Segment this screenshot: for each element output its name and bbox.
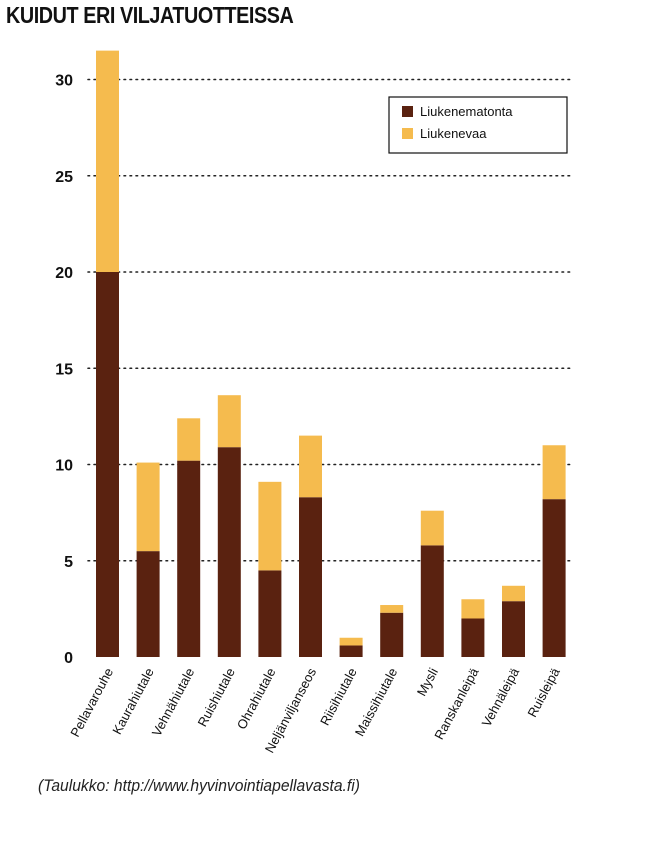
- bar-insoluble-ranskanleipä: [461, 618, 485, 657]
- bar-soluble-ruisleipä: [542, 445, 566, 500]
- y-tick-label: 25: [55, 169, 73, 186]
- legend-swatch: [402, 106, 413, 117]
- x-category-label: Riisihiutale: [317, 665, 360, 728]
- bar-soluble-maissihiutale: [380, 605, 404, 613]
- x-category-label: Mysli: [414, 665, 441, 698]
- bar-insoluble-vehnähiutale: [177, 460, 201, 657]
- bar-soluble-ruishiutale: [217, 395, 241, 448]
- x-category-label: Ranskanleipä: [431, 665, 482, 742]
- x-category-label: Kaurahiutale: [109, 665, 157, 736]
- bar-soluble-neljänviljanseos: [299, 435, 322, 498]
- bars: [96, 50, 566, 657]
- x-category-label: Ruishiutale: [195, 665, 238, 729]
- x-category-label: Maissihiutale: [352, 665, 401, 738]
- x-category-label: Ruisleipä: [524, 665, 563, 720]
- bar-soluble-vehnähiutale: [177, 418, 201, 461]
- bar-insoluble-vehnäleipä: [502, 601, 525, 657]
- bar-insoluble-kaurahiutale: [136, 551, 160, 657]
- y-tick-label: 0: [64, 650, 73, 667]
- x-category-label: Vehnähiutale: [149, 665, 198, 738]
- legend-box: [388, 96, 568, 154]
- legend-label: Liukenematonta: [420, 104, 513, 119]
- bar-insoluble-maissihiutale: [380, 612, 404, 657]
- bar-soluble-riisihiutale: [339, 637, 363, 646]
- x-category-label: Ohrahiutale: [234, 665, 279, 731]
- bar-soluble-ranskanleipä: [461, 599, 485, 619]
- bar-insoluble-neljänviljanseos: [299, 497, 322, 657]
- bar-insoluble-mysli: [420, 545, 444, 657]
- legend: Liukenematonta Liukenevaa: [388, 96, 568, 154]
- source-note: (Taulukko: http://www.hyvinvointiapellav…: [38, 776, 360, 795]
- y-tick-label: 15: [55, 361, 73, 378]
- y-tick-label: 20: [55, 265, 73, 282]
- y-tick-label: 10: [55, 458, 73, 475]
- grid-layer: [87, 78, 573, 562]
- x-category-label: Pellavarouhe: [67, 665, 116, 739]
- bar-insoluble-ohrahiutale: [258, 570, 282, 657]
- legend-label: Liukenevaa: [420, 126, 487, 141]
- bar-soluble-vehnäleipä: [502, 585, 525, 602]
- y-tick-label: 30: [55, 73, 73, 90]
- bar-insoluble-riisihiutale: [339, 645, 363, 657]
- bar-insoluble-ruisleipä: [542, 499, 566, 657]
- legend-swatch: [402, 128, 413, 139]
- chart-title: KUIDUT ERI VILJATUOTTEISSA: [6, 2, 294, 28]
- x-axis-labels: PellavarouheKaurahiutaleVehnähiutaleRuis…: [67, 665, 563, 756]
- bar-soluble-kaurahiutale: [136, 462, 160, 552]
- y-axis-ticks: 0 5 10 15 20 25 30: [55, 73, 73, 668]
- y-tick-label: 5: [64, 554, 73, 571]
- bar-soluble-pellavarouhe: [96, 50, 119, 272]
- bar-insoluble-ruishiutale: [217, 447, 241, 657]
- bar-soluble-ohrahiutale: [258, 481, 282, 571]
- bar-soluble-mysli: [420, 510, 444, 546]
- x-category-label: Vehnäleipä: [479, 665, 523, 730]
- bar-insoluble-pellavarouhe: [96, 272, 119, 657]
